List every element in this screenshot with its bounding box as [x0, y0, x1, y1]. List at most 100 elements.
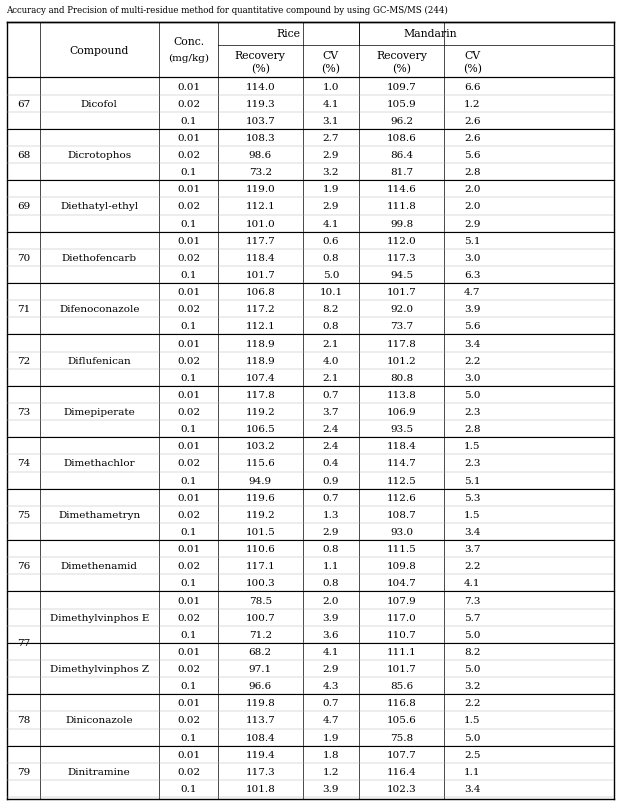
Text: 113.8: 113.8: [387, 390, 417, 399]
Text: 5.0: 5.0: [464, 732, 480, 742]
Text: 0.6: 0.6: [322, 236, 339, 246]
Text: 0.01: 0.01: [177, 596, 200, 605]
Text: 0.9: 0.9: [322, 476, 339, 485]
Text: 101.7: 101.7: [387, 287, 417, 297]
Text: Dimethylvinphos Z: Dimethylvinphos Z: [50, 664, 149, 673]
Text: 2.3: 2.3: [464, 459, 480, 468]
Text: 105.9: 105.9: [387, 100, 417, 108]
Text: 0.02: 0.02: [177, 408, 200, 417]
Text: 106.9: 106.9: [387, 408, 417, 417]
Text: 69: 69: [17, 202, 30, 211]
Text: 119.0: 119.0: [246, 185, 275, 194]
Text: 81.7: 81.7: [390, 168, 413, 177]
Text: 10.1: 10.1: [319, 287, 342, 297]
Text: 114.6: 114.6: [387, 185, 417, 194]
Text: 0.01: 0.01: [177, 544, 200, 553]
Text: 0.01: 0.01: [177, 236, 200, 246]
Text: 86.4: 86.4: [390, 151, 413, 160]
Text: Dicrotophos: Dicrotophos: [67, 151, 131, 160]
Text: Dimethylvinphos E: Dimethylvinphos E: [50, 613, 149, 622]
Text: 2.6: 2.6: [464, 134, 480, 143]
Text: 4.0: 4.0: [322, 357, 339, 365]
Text: 0.01: 0.01: [177, 442, 200, 450]
Text: 2.9: 2.9: [322, 151, 339, 160]
Text: 85.6: 85.6: [390, 682, 413, 691]
Text: 0.02: 0.02: [177, 357, 200, 365]
Text: 117.0: 117.0: [387, 613, 417, 622]
Text: 5.0: 5.0: [322, 271, 339, 279]
Text: CV: CV: [464, 51, 480, 61]
Text: 102.3: 102.3: [387, 784, 417, 793]
Text: 7.3: 7.3: [464, 596, 480, 605]
Text: 0.02: 0.02: [177, 305, 200, 314]
Text: 117.7: 117.7: [246, 236, 275, 246]
Text: 0.01: 0.01: [177, 287, 200, 297]
Text: 4.7: 4.7: [322, 715, 339, 724]
Text: 101.0: 101.0: [246, 219, 275, 228]
Text: 1.2: 1.2: [464, 100, 480, 108]
Text: 71.2: 71.2: [249, 630, 272, 639]
Text: Diflufenican: Diflufenican: [68, 357, 131, 365]
Text: 101.2: 101.2: [387, 357, 417, 365]
Text: 5.0: 5.0: [464, 630, 480, 639]
Text: 107.7: 107.7: [387, 750, 417, 759]
Text: 96.2: 96.2: [390, 116, 413, 125]
Text: 2.4: 2.4: [322, 425, 339, 434]
Text: 117.8: 117.8: [387, 339, 417, 349]
Text: 108.6: 108.6: [387, 134, 417, 143]
Text: 74: 74: [17, 459, 30, 468]
Text: 119.2: 119.2: [246, 510, 275, 520]
Text: 4.3: 4.3: [322, 682, 339, 691]
Text: 1.8: 1.8: [322, 750, 339, 759]
Text: 93.5: 93.5: [390, 425, 413, 434]
Text: 110.7: 110.7: [387, 630, 417, 639]
Text: 0.01: 0.01: [177, 134, 200, 143]
Text: 0.1: 0.1: [180, 732, 197, 742]
Text: Diethatyl-ethyl: Diethatyl-ethyl: [60, 202, 138, 211]
Text: 0.8: 0.8: [322, 254, 339, 263]
Text: 70: 70: [17, 254, 30, 263]
Text: 4.1: 4.1: [322, 100, 339, 108]
Text: (%): (%): [321, 63, 340, 74]
Text: Diniconazole: Diniconazole: [66, 715, 133, 724]
Text: 5.6: 5.6: [464, 151, 480, 160]
Text: 76: 76: [17, 561, 30, 571]
Text: 80.8: 80.8: [390, 373, 413, 382]
Text: 0.01: 0.01: [177, 493, 200, 502]
Text: Accuracy and Precision of multi-residue method for quantitative compound by usin: Accuracy and Precision of multi-residue …: [6, 6, 448, 14]
Text: 117.3: 117.3: [387, 254, 417, 263]
Text: 4.7: 4.7: [464, 287, 480, 297]
Text: 2.6: 2.6: [464, 116, 480, 125]
Text: 78: 78: [17, 715, 30, 724]
Text: 0.7: 0.7: [322, 699, 339, 707]
Text: CV: CV: [323, 51, 339, 61]
Text: 3.9: 3.9: [322, 784, 339, 793]
Text: 1.9: 1.9: [322, 732, 339, 742]
Text: 0.02: 0.02: [177, 767, 200, 776]
Text: 0.1: 0.1: [180, 271, 197, 279]
Text: 0.7: 0.7: [322, 390, 339, 399]
Text: 111.5: 111.5: [387, 544, 417, 553]
Text: 0.02: 0.02: [177, 715, 200, 724]
Text: 118.4: 118.4: [387, 442, 417, 450]
Text: 119.3: 119.3: [246, 100, 275, 108]
Text: 115.6: 115.6: [246, 459, 275, 468]
Text: 4.1: 4.1: [322, 647, 339, 656]
Text: 109.7: 109.7: [387, 83, 417, 92]
Text: Dimethachlor: Dimethachlor: [63, 459, 135, 468]
Text: Rice: Rice: [277, 29, 301, 39]
Text: 67: 67: [17, 100, 30, 108]
Text: 105.6: 105.6: [387, 715, 417, 724]
Text: Diethofencarb: Diethofencarb: [62, 254, 137, 263]
Text: 73.2: 73.2: [249, 168, 272, 177]
Text: 3.9: 3.9: [322, 613, 339, 622]
Text: 119.2: 119.2: [246, 408, 275, 417]
Text: 1.0: 1.0: [322, 83, 339, 92]
Text: 116.8: 116.8: [387, 699, 417, 707]
Text: 117.3: 117.3: [246, 767, 275, 776]
Text: 0.02: 0.02: [177, 664, 200, 673]
Text: 0.02: 0.02: [177, 613, 200, 622]
Text: 3.0: 3.0: [464, 254, 480, 263]
Text: 117.2: 117.2: [246, 305, 275, 314]
Text: 77: 77: [17, 638, 30, 647]
